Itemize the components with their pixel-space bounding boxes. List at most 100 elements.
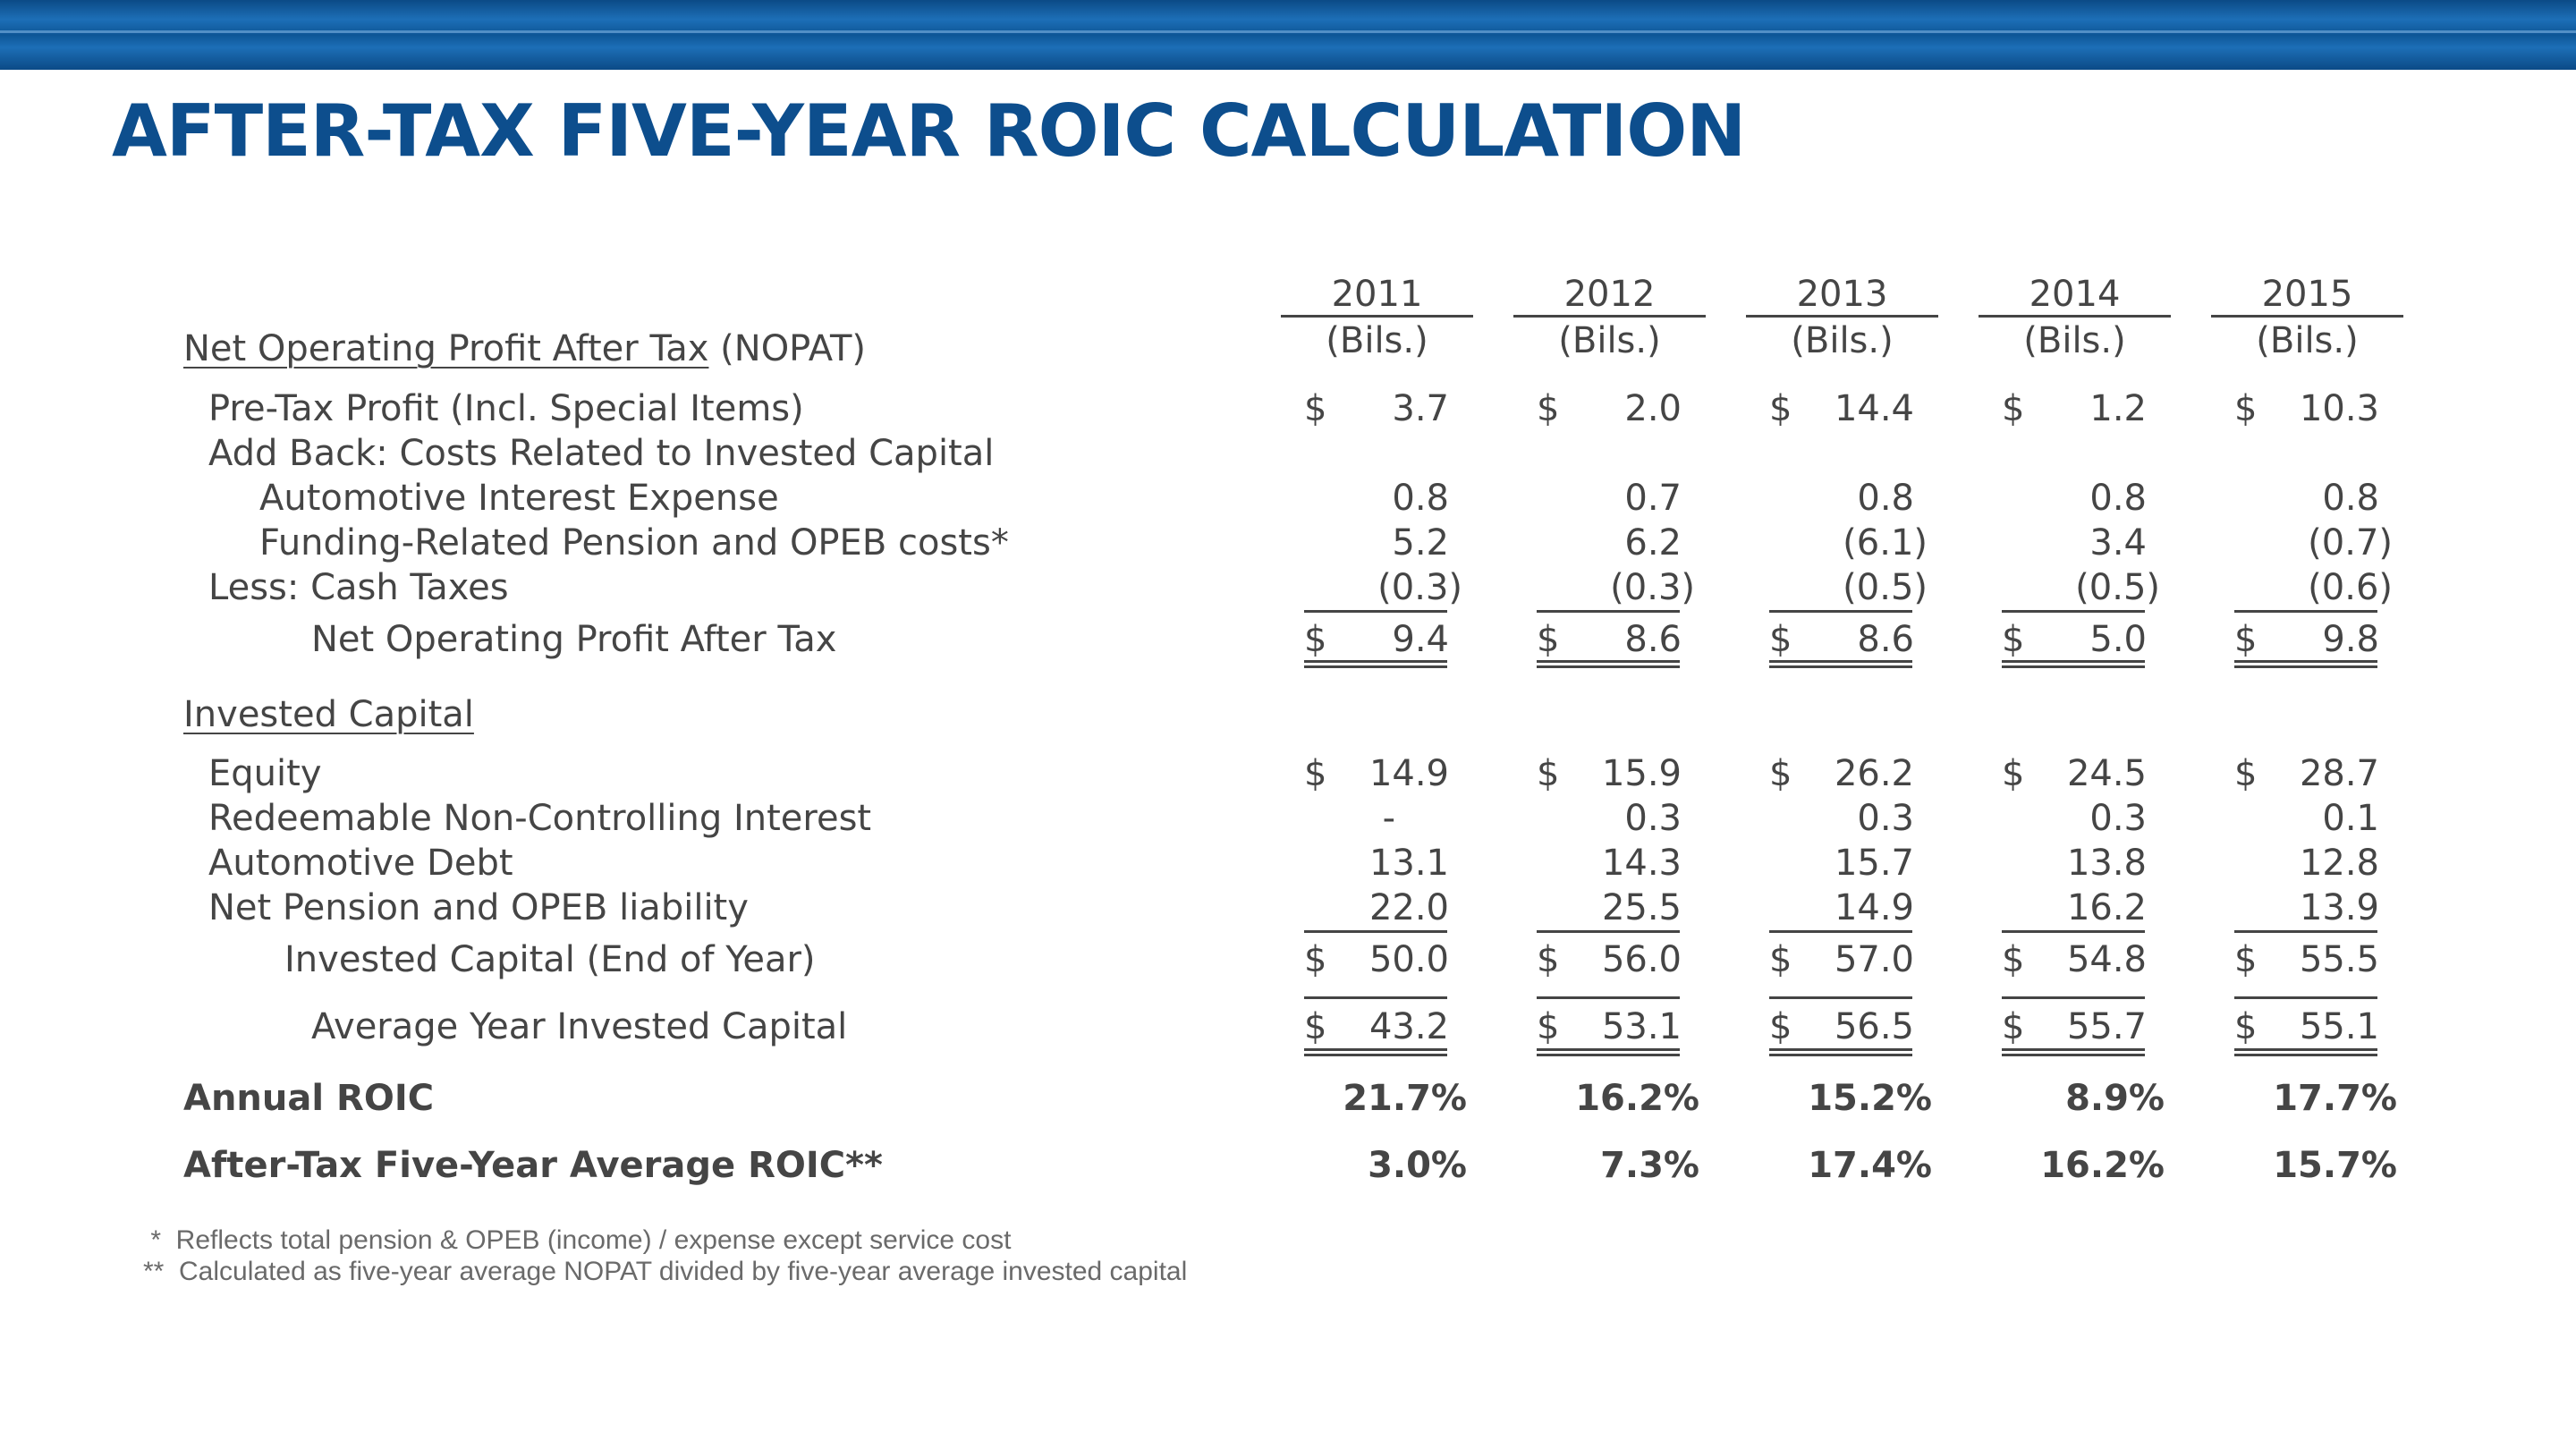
subtotal-rule	[2002, 996, 2145, 999]
cell-equity: 24.5	[2066, 753, 2147, 794]
total-double-rule	[2002, 1048, 2145, 1056]
row-label-taxes: Less: Cash Taxes	[208, 567, 509, 608]
total-double-rule	[2234, 660, 2377, 668]
year-header: 2011	[1331, 274, 1423, 315]
cell-fiveyear: 3.0%	[1368, 1145, 1467, 1186]
subtotal-rule	[2234, 610, 2377, 613]
currency-sign: $	[1304, 619, 1327, 660]
row-label-debt: Automotive Debt	[208, 843, 513, 884]
row-label-roic: Annual ROIC	[183, 1078, 435, 1119]
subtotal-rule	[1769, 996, 1912, 999]
currency-sign: $	[1537, 1006, 1560, 1047]
row-label-addback: Add Back: Costs Related to Invested Capi…	[208, 433, 995, 474]
row-label-nopat: Net Operating Profit After Tax	[311, 619, 837, 660]
subtotal-rule	[1304, 610, 1447, 613]
subtotal-rule	[2002, 930, 2145, 933]
cell-average: 43.2	[1368, 1006, 1449, 1047]
nopat-section-heading: Net Operating Profit After Tax (NOPAT)	[183, 328, 866, 369]
cell-equity: 15.9	[1601, 753, 1682, 794]
cell-pension: 6.2	[1624, 522, 1682, 564]
cell-interest: 0.8	[1857, 478, 1914, 519]
currency-sign: $	[1304, 753, 1327, 794]
cell-roic: 15.2%	[1808, 1078, 1932, 1119]
row-label-netpension: Net Pension and OPEB liability	[208, 887, 749, 928]
cell-invested: 56.0	[1601, 939, 1682, 980]
header-band	[0, 0, 2576, 70]
cell-fiveyear: 15.7%	[2273, 1145, 2397, 1186]
cell-pension: (0.7)	[2308, 522, 2393, 564]
subtotal-rule	[1304, 996, 1447, 999]
currency-sign: $	[1769, 753, 1792, 794]
cell-invested: 57.0	[1834, 939, 1914, 980]
year-header: 2014	[2029, 274, 2121, 315]
total-double-rule	[1537, 1048, 1680, 1056]
subtotal-rule	[2234, 996, 2377, 999]
year-underline	[1281, 315, 1473, 318]
cell-debt: 14.3	[1601, 843, 1682, 884]
subtotal-rule	[1537, 930, 1680, 933]
unit-header: (Bils.)	[1791, 320, 1894, 361]
cell-equity: 14.9	[1368, 753, 1449, 794]
currency-sign: $	[2002, 619, 2025, 660]
year-underline	[1746, 315, 1938, 318]
header-band-stripe	[0, 30, 2576, 33]
total-double-rule	[2002, 660, 2145, 668]
subtotal-rule	[2002, 610, 2145, 613]
cell-taxes: (0.5)	[1843, 567, 1928, 608]
currency-sign: $	[1304, 939, 1327, 980]
unit-header: (Bils.)	[1558, 320, 1661, 361]
year-underline	[2211, 315, 2403, 318]
currency-sign: $	[2002, 388, 2025, 429]
nopat-heading-underlined: Net Operating Profit After Tax	[183, 328, 709, 369]
currency-sign: $	[2234, 939, 2258, 980]
cell-interest: 0.7	[1624, 478, 1682, 519]
cell-fiveyear: 7.3%	[1600, 1145, 1699, 1186]
currency-sign: $	[1304, 388, 1327, 429]
currency-sign: $	[2234, 1006, 2258, 1047]
year-underline	[1979, 315, 2171, 318]
cell-average: 55.1	[2299, 1006, 2379, 1047]
cell-nopat: 8.6	[1624, 619, 1682, 660]
cell-debt: 15.7	[1834, 843, 1914, 884]
cell-fiveyear: 17.4%	[1808, 1145, 1932, 1186]
subtotal-rule	[1304, 930, 1447, 933]
total-double-rule	[1769, 1048, 1912, 1056]
cell-nopat: 8.6	[1857, 619, 1914, 660]
currency-sign: $	[2002, 939, 2025, 980]
cell-taxes: (0.3)	[1610, 567, 1695, 608]
currency-sign: $	[2002, 753, 2025, 794]
invested-section-heading: Invested Capital	[183, 694, 474, 735]
cell-pretax: 2.0	[1624, 388, 1682, 429]
currency-sign: $	[1537, 619, 1560, 660]
cell-debt: 13.1	[1368, 843, 1449, 884]
year-underline	[1513, 315, 1706, 318]
currency-sign: $	[1304, 1006, 1327, 1047]
cell-invested: 50.0	[1368, 939, 1449, 980]
unit-header: (Bils.)	[2023, 320, 2126, 361]
year-header: 2012	[1563, 274, 1656, 315]
row-label-fiveyear: After-Tax Five-Year Average ROIC**	[183, 1145, 883, 1186]
row-label-pension: Funding-Related Pension and OPEB costs*	[259, 522, 1009, 564]
footnote-2: ** Calculated as five-year average NOPAT…	[143, 1257, 1188, 1286]
total-double-rule	[1769, 660, 1912, 668]
row-label-average: Average Year Invested Capital	[311, 1006, 848, 1047]
cell-redeemable: 0.1	[2322, 798, 2379, 839]
cell-roic: 8.9%	[2065, 1078, 2165, 1119]
cell-equity: 26.2	[1834, 753, 1914, 794]
unit-header: (Bils.)	[1326, 320, 1428, 361]
row-label-equity: Equity	[208, 753, 322, 794]
currency-sign: $	[2234, 388, 2258, 429]
total-double-rule	[1304, 1048, 1447, 1056]
currency-sign: $	[2234, 619, 2258, 660]
cell-redeemable: 0.3	[1624, 798, 1682, 839]
row-label-pretax: Pre-Tax Profit (Incl. Special Items)	[208, 388, 804, 429]
cell-interest: 0.8	[2089, 478, 2147, 519]
currency-sign: $	[1537, 388, 1560, 429]
cell-pretax: 3.7	[1392, 388, 1449, 429]
total-double-rule	[2234, 1048, 2377, 1056]
cell-interest: 0.8	[2322, 478, 2379, 519]
cell-nopat: 5.0	[2089, 619, 2147, 660]
currency-sign: $	[1769, 939, 1792, 980]
subtotal-rule	[1769, 610, 1912, 613]
year-header: 2013	[1796, 274, 1888, 315]
